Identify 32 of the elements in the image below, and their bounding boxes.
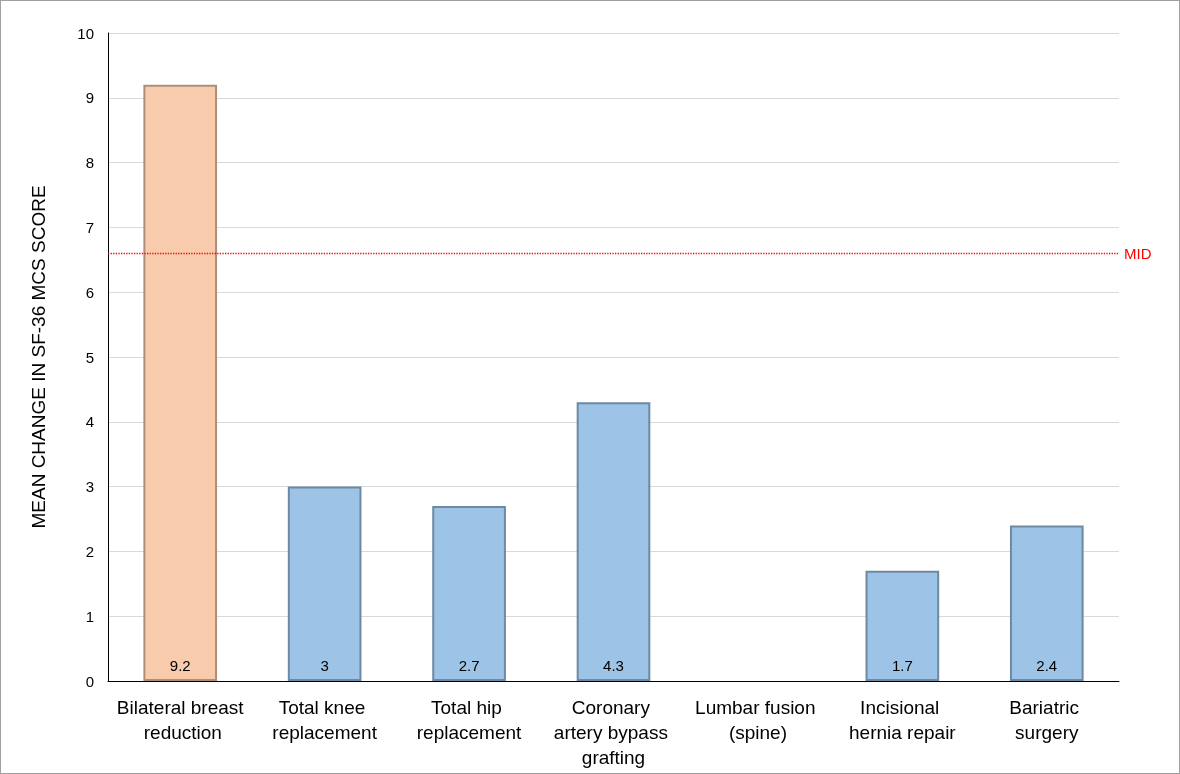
bar bbox=[287, 486, 362, 681]
data-label: 9.2 bbox=[169, 657, 191, 674]
y-tick-label: 6 bbox=[85, 283, 94, 301]
bar bbox=[432, 506, 506, 681]
data-label: 4.3 bbox=[603, 657, 624, 674]
y-tick-label: 2 bbox=[85, 542, 94, 560]
x-tick-label: Coronary artery bypass grafting bbox=[553, 697, 674, 768]
bar bbox=[576, 402, 651, 681]
y-tick-label: 9 bbox=[85, 89, 94, 107]
y-tick-label: 4 bbox=[85, 413, 94, 431]
data-label: 2.4 bbox=[1036, 657, 1058, 674]
data-label: 1.7 bbox=[891, 657, 913, 674]
y-tick-label: 7 bbox=[85, 218, 94, 236]
ref-line-label: MID bbox=[1124, 244, 1152, 262]
x-tick-label: Lumbar fusion (spine) bbox=[695, 697, 821, 743]
bar bbox=[865, 570, 940, 681]
x-tick-label: Total hip replacement bbox=[416, 697, 523, 743]
y-tick-label: 3 bbox=[85, 478, 94, 496]
y-tick-label: 5 bbox=[85, 348, 94, 366]
bar bbox=[143, 84, 218, 681]
y-tick-label: 1 bbox=[85, 607, 94, 625]
y-tick-label: 10 bbox=[77, 24, 94, 42]
data-label: 2.7 bbox=[458, 657, 480, 674]
y-tick-label: 0 bbox=[85, 672, 94, 690]
y-tick-label: 8 bbox=[85, 154, 94, 172]
y-axis-title: MEAN CHANGE IN SF-36 MCS SCORE bbox=[28, 185, 49, 529]
x-tick-label: Bariatric surgery bbox=[1009, 697, 1085, 743]
data-label: 3 bbox=[320, 657, 329, 674]
x-tick-label: Bilateral breast reduction bbox=[116, 697, 245, 743]
x-tick-label: Incisional hernia repair bbox=[849, 697, 957, 743]
bar bbox=[1009, 525, 1084, 681]
x-tick-label: Total knee replacement bbox=[272, 697, 378, 743]
